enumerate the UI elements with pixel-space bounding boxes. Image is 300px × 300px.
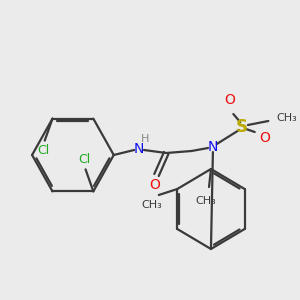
Text: CH₃: CH₃ bbox=[196, 196, 217, 206]
Text: Cl: Cl bbox=[38, 144, 50, 157]
Text: CH₃: CH₃ bbox=[276, 113, 297, 123]
Text: O: O bbox=[224, 93, 235, 107]
Text: N: N bbox=[208, 140, 218, 154]
Text: S: S bbox=[236, 118, 248, 136]
Text: N: N bbox=[134, 142, 144, 156]
Text: H: H bbox=[141, 134, 149, 144]
Text: Cl: Cl bbox=[79, 153, 91, 166]
Text: CH₃: CH₃ bbox=[142, 200, 162, 210]
Text: O: O bbox=[259, 131, 270, 145]
Text: O: O bbox=[149, 178, 160, 192]
